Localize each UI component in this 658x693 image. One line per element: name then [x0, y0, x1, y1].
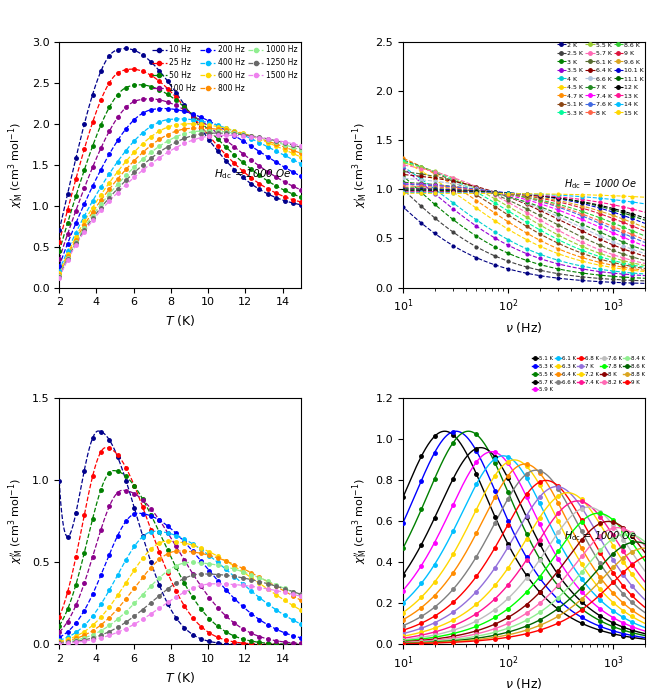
Y-axis label: $\chi_{\rm M}'$ (cm$^3$ mol$^{-1}$): $\chi_{\rm M}'$ (cm$^3$ mol$^{-1}$) [350, 122, 370, 208]
Text: $H_{\rm dc}$ = 1000 Oe: $H_{\rm dc}$ = 1000 Oe [214, 168, 291, 182]
X-axis label: $T$ (K): $T$ (K) [165, 313, 195, 328]
Y-axis label: $\chi_{\rm M}''$ (cm$^3$ mol$^{-1}$): $\chi_{\rm M}''$ (cm$^3$ mol$^{-1}$) [350, 478, 370, 564]
Legend: 10 Hz, 25 Hz, 50 Hz, 100 Hz, 200 Hz, 400 Hz, 600 Hz, 800 Hz, 1000 Hz, 1250 Hz, 1: 10 Hz, 25 Hz, 50 Hz, 100 Hz, 200 Hz, 400… [149, 42, 301, 96]
Text: $H_{\rm dc}$ = 1000 Oe: $H_{\rm dc}$ = 1000 Oe [565, 529, 638, 543]
X-axis label: $\nu$ (Hz): $\nu$ (Hz) [505, 676, 543, 692]
Text: $H_{\rm dc}$ = 1000 Oe: $H_{\rm dc}$ = 1000 Oe [565, 177, 638, 191]
Y-axis label: $\chi_{\rm M}'$ (cm$^3$ mol$^{-1}$): $\chi_{\rm M}'$ (cm$^3$ mol$^{-1}$) [7, 122, 26, 208]
Legend: 2 K, 2.5 K, 3 K, 3.5 K, 4 K, 4.5 K, 4.7 K, 5.1 K, 5.3 K, 5.5 K, 5.7 K, 6.1 K, 6.: 2 K, 2.5 K, 3 K, 3.5 K, 4 K, 4.5 K, 4.7 … [554, 40, 647, 118]
Legend: 5.1 K, 5.3 K, 5.5 K, 5.7 K, 5.9 K, 6.1 K, 6.3 K, 6.4 K, 6.6 K, 6.8 K, 7 K, 7.2 K: 5.1 K, 5.3 K, 5.5 K, 5.7 K, 5.9 K, 6.1 K… [530, 354, 647, 395]
X-axis label: $\nu$ (Hz): $\nu$ (Hz) [505, 319, 543, 335]
X-axis label: $T$ (K): $T$ (K) [165, 669, 195, 685]
Y-axis label: $\chi_{\rm M}''$ (cm$^3$ mol$^{-1}$): $\chi_{\rm M}''$ (cm$^3$ mol$^{-1}$) [7, 478, 26, 564]
